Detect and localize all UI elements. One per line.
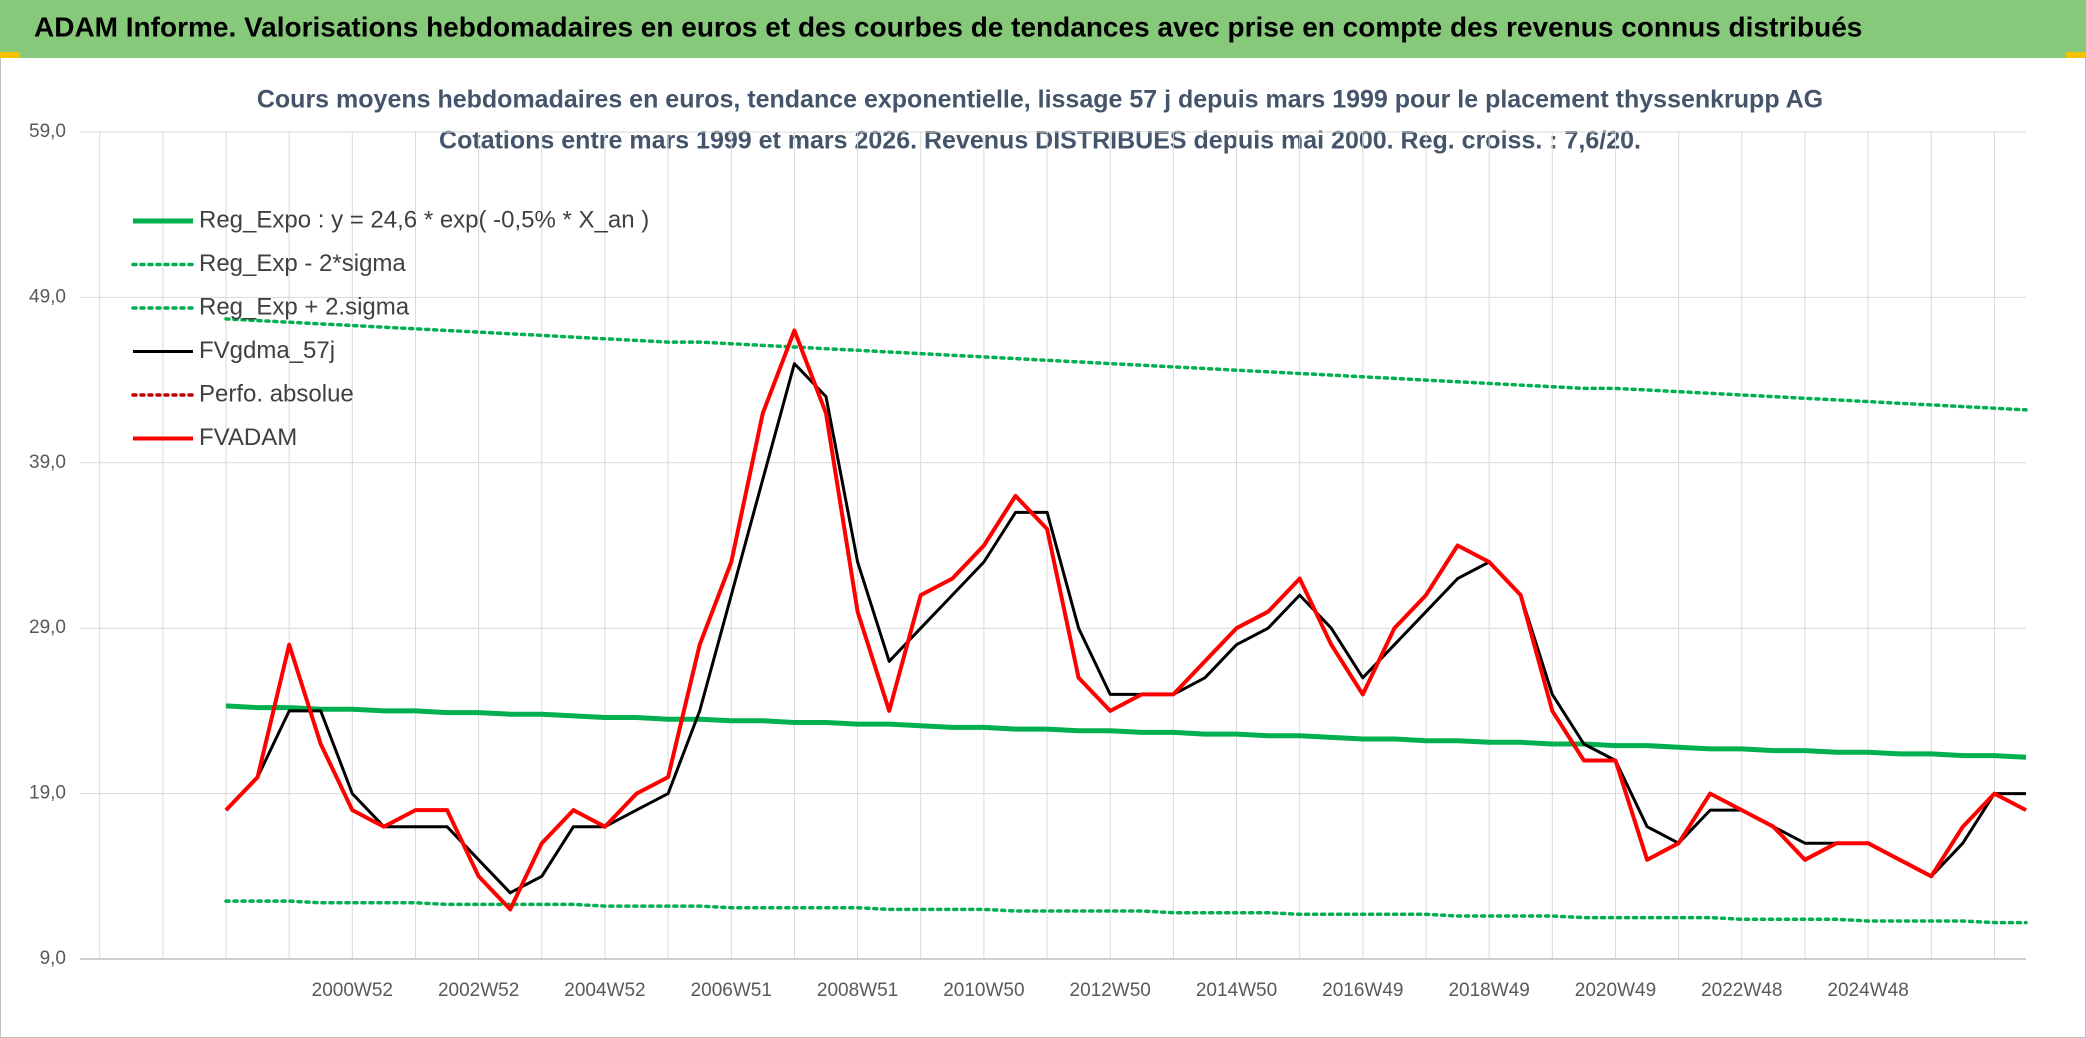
series-line (224, 317, 2028, 412)
legend-label: FVADAM (199, 424, 297, 451)
legend-label: Perfo. absolue (199, 380, 354, 407)
x-tick-label: 2020W49 (1575, 980, 1656, 1001)
x-tick-label: 2000W52 (312, 980, 393, 1001)
x-tick-label: 2024W48 (1827, 980, 1908, 1001)
y-tick-label: 9,0 (40, 948, 66, 969)
x-tick-label: 2006W51 (691, 980, 772, 1001)
legend-label: FVgdma_57j (199, 337, 335, 364)
x-tick-label: 2018W49 (1448, 980, 1529, 1001)
header-title: ADAM Informe. Valorisations hebdomadaire… (34, 11, 1862, 42)
y-tick-label: 49,0 (29, 286, 66, 307)
x-tick-label: 2022W48 (1701, 980, 1782, 1001)
legend-label: Reg_Expo : y = 24,6 * exp( -0,5% * X_an … (199, 206, 649, 233)
corner-mark (2066, 52, 2086, 58)
x-tick-label: 2016W49 (1322, 980, 1403, 1001)
legend-label: Reg_Exp + 2.sigma (199, 293, 410, 320)
series-line (224, 899, 2028, 925)
chart-subtitle: Cotations entre mars 1999 et mars 2026. … (439, 127, 1641, 155)
x-tick-label: 2002W52 (438, 980, 519, 1001)
corner-mark (0, 52, 20, 58)
series-line (225, 703, 2027, 760)
y-tick-label: 29,0 (29, 617, 66, 638)
x-tick-label: 2012W50 (1070, 980, 1151, 1001)
series-line (224, 362, 2026, 895)
series-line (224, 328, 2027, 912)
x-tick-label: 2004W52 (564, 980, 645, 1001)
y-tick-label: 19,0 (29, 783, 66, 804)
x-tick-label: 2014W50 (1196, 980, 1277, 1001)
header-bar (0, 0, 2086, 58)
y-tick-label: 39,0 (29, 452, 66, 473)
x-tick-label: 2008W51 (817, 980, 898, 1001)
x-tick-label: 2010W50 (943, 980, 1024, 1001)
chart-title: Cours moyens hebdomadaires en euros, ten… (257, 86, 1823, 114)
y-tick-label: 59,0 (29, 121, 66, 142)
legend-label: Reg_Exp - 2*sigma (199, 250, 406, 277)
